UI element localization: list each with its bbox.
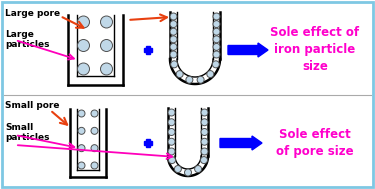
Circle shape <box>197 76 204 83</box>
Circle shape <box>78 110 85 117</box>
Circle shape <box>213 51 220 58</box>
Circle shape <box>100 40 112 51</box>
Circle shape <box>168 119 175 126</box>
Circle shape <box>170 36 177 43</box>
Circle shape <box>168 148 175 155</box>
FancyArrow shape <box>220 136 262 150</box>
Text: Large
particles: Large particles <box>5 30 50 49</box>
Circle shape <box>100 16 112 28</box>
Circle shape <box>78 63 90 75</box>
Circle shape <box>212 61 219 68</box>
Circle shape <box>195 166 202 173</box>
Circle shape <box>91 162 98 169</box>
Circle shape <box>170 21 177 28</box>
FancyArrow shape <box>228 43 268 57</box>
Circle shape <box>207 71 214 78</box>
Text: Large pore: Large pore <box>5 9 60 18</box>
Circle shape <box>213 21 220 28</box>
Circle shape <box>168 109 175 116</box>
Bar <box>146 139 150 147</box>
Text: Sole effect of
iron particle
size: Sole effect of iron particle size <box>270 26 360 74</box>
Circle shape <box>213 43 220 50</box>
Circle shape <box>201 109 208 116</box>
Circle shape <box>174 166 182 173</box>
Circle shape <box>213 28 220 35</box>
Circle shape <box>170 13 177 20</box>
Text: Small pore: Small pore <box>5 101 60 111</box>
Circle shape <box>78 162 85 169</box>
Circle shape <box>91 145 98 152</box>
Circle shape <box>184 169 192 176</box>
Circle shape <box>201 119 208 126</box>
Text: Sole effect
of pore size: Sole effect of pore size <box>276 128 354 158</box>
Circle shape <box>213 13 220 20</box>
Circle shape <box>201 129 208 136</box>
Circle shape <box>201 138 208 145</box>
Bar <box>144 48 152 52</box>
Circle shape <box>170 51 177 58</box>
Circle shape <box>168 129 175 136</box>
Circle shape <box>170 28 177 35</box>
Circle shape <box>213 36 220 43</box>
Circle shape <box>186 76 193 83</box>
Circle shape <box>91 127 98 134</box>
Circle shape <box>168 138 175 145</box>
Circle shape <box>171 61 178 68</box>
Bar <box>146 46 150 54</box>
Circle shape <box>170 43 177 50</box>
Circle shape <box>78 145 85 152</box>
Text: Small
particles: Small particles <box>5 123 50 142</box>
Circle shape <box>201 148 208 155</box>
Circle shape <box>78 127 85 134</box>
Bar <box>144 141 152 145</box>
Circle shape <box>100 63 112 75</box>
Circle shape <box>168 156 176 164</box>
Circle shape <box>91 110 98 117</box>
Circle shape <box>78 40 90 51</box>
Circle shape <box>78 16 90 28</box>
Circle shape <box>176 71 183 78</box>
Circle shape <box>201 156 207 164</box>
